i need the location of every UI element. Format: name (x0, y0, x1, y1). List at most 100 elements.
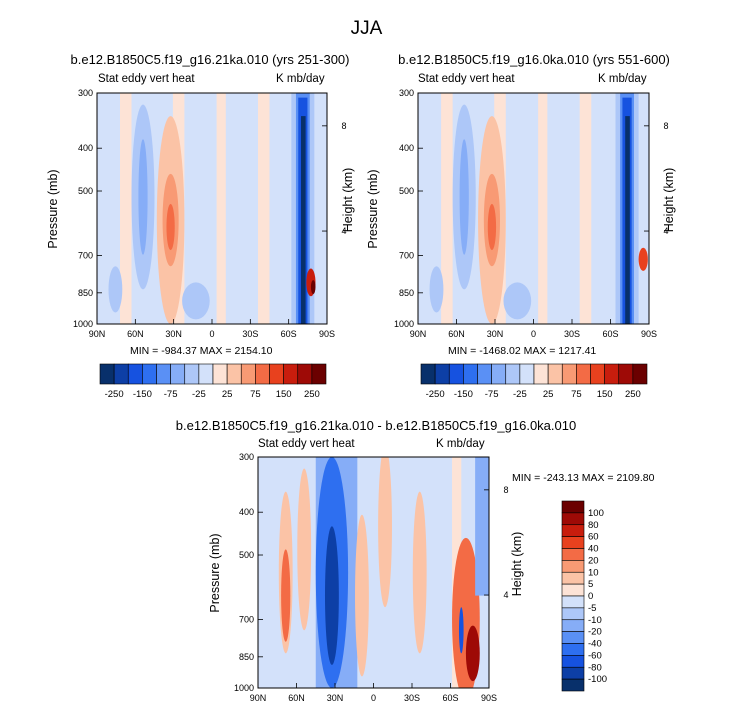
colorbar-box (255, 363, 270, 385)
colorbar-label: 60 (588, 532, 599, 543)
colorbar-label: -5 (588, 603, 596, 614)
neg-patch (108, 266, 123, 313)
x-tick-label: 60N (288, 693, 305, 703)
colorbar-label: -60 (588, 650, 602, 661)
colorbar-label: -250 (105, 389, 124, 400)
x-tick-label: 90N (410, 329, 427, 339)
y-tick-label: 1000 (394, 319, 414, 329)
field (258, 457, 489, 688)
colorbar-box (519, 363, 535, 385)
colorbar-box (240, 363, 256, 385)
plot-frame (257, 456, 490, 689)
panel-3-ylabel: Pressure (mb) (208, 533, 222, 613)
panel-1-colorbar: -250 -150 -75 -25 25 75 150 250 (99, 363, 327, 400)
colorbar-box (561, 536, 585, 549)
colorbar-box (297, 363, 313, 385)
y-tick-label: 700 (399, 251, 414, 261)
pos-surface-max (310, 280, 316, 294)
colorbar-box (283, 363, 299, 385)
colorbar-label: -150 (454, 389, 473, 400)
pale-positive-band (441, 93, 453, 324)
colorbar-label: 250 (625, 389, 641, 400)
figure-title: JJA (350, 18, 383, 39)
field (418, 93, 649, 324)
panel-2-min-max: MIN = -1468.02 MAX = 1217.41 (448, 345, 597, 357)
x-tick-label: 30N (327, 693, 344, 703)
y2-tick-label: 4 (341, 226, 346, 236)
colorbar-box (491, 363, 507, 385)
colorbar-label: -40 (588, 639, 602, 650)
colorbar-label: 25 (222, 389, 233, 400)
y-tick-label: 500 (399, 186, 414, 196)
colorbar-label: 250 (304, 389, 320, 400)
colorbar-box (226, 363, 242, 385)
colorbar-label: 0 (588, 591, 593, 602)
colorbar-label: 150 (276, 389, 292, 400)
colorbar-box (156, 363, 171, 385)
colorbar-box (561, 595, 585, 609)
colorbar-box (561, 512, 585, 526)
panel-2-ylabel: Pressure (mb) (366, 169, 380, 249)
neg-patch (503, 282, 532, 320)
x-tick-label: 90S (481, 693, 497, 703)
colorbar-box (142, 363, 157, 385)
colorbar-label: -20 (588, 627, 602, 638)
pos-band (355, 514, 369, 677)
y-tick-label: 700 (78, 251, 93, 261)
colorbar-box (448, 363, 464, 385)
y-tick-label: 1000 (234, 683, 254, 693)
x-tick-label: 30N (487, 329, 504, 339)
x-tick-label: 60S (281, 329, 297, 339)
colorbar-label: 150 (597, 389, 613, 400)
colorbar-label: -150 (133, 389, 152, 400)
colorbar-label: 75 (571, 389, 582, 400)
colorbar-box (561, 666, 585, 680)
panel-1-left-string: Stat eddy vert heat (98, 73, 195, 85)
neg-streak (458, 607, 464, 654)
neg-core (459, 139, 469, 255)
x-tick-label: 90S (641, 329, 657, 339)
x-tick-label: 30S (242, 329, 258, 339)
colorbar-box (561, 643, 585, 656)
colorbar-box (311, 363, 327, 385)
x-tick-label: 30N (165, 329, 182, 339)
y2-tick-label: 4 (663, 226, 668, 236)
y2-tick-label: 8 (503, 485, 508, 495)
colorbar-box (604, 363, 620, 385)
colorbar-box (561, 500, 585, 514)
colorbar-label: -25 (513, 389, 527, 400)
pos-core (166, 203, 175, 251)
pos-band (297, 468, 312, 631)
y-tick-label: 300 (78, 88, 93, 98)
colorbar-box (561, 363, 577, 385)
background-field (258, 457, 489, 688)
x-tick-label: 30S (404, 693, 420, 703)
colorbar-box (434, 363, 450, 385)
colorbar-label: -25 (192, 389, 206, 400)
x-tick-label: 0 (209, 329, 214, 339)
pos-surface-max (638, 247, 648, 271)
colorbar-label: -80 (588, 662, 602, 673)
y-tick-label: 850 (78, 288, 93, 298)
colorbar-box (184, 363, 200, 385)
panel-1-plot: 90N 60N 30N 0 30S 60S 90S 300 400 500 700 850 1000 8 4 (73, 88, 347, 339)
panel-3-plot: 90N 60N 30N 0 30S 60S 90S 300 400 500 700 850 1000 8 4 (234, 452, 509, 703)
colorbar-box (561, 678, 585, 692)
colorbar-box (561, 548, 585, 561)
colorbar-box (170, 363, 186, 385)
pale-positive-band (258, 93, 270, 324)
colorbar-label: -75 (485, 389, 499, 400)
colorbar-label: 25 (543, 389, 554, 400)
colorbar-box (127, 363, 143, 385)
pale-positive-band (579, 93, 592, 324)
colorbar-label: -10 (588, 615, 602, 626)
colorbar-box (477, 363, 492, 385)
colorbar-label: 20 (588, 555, 599, 566)
y-tick-label: 850 (239, 652, 254, 662)
colorbar-box (561, 560, 585, 573)
field (97, 93, 327, 324)
y2-tick-label: 8 (341, 121, 346, 131)
pale-positive-band (120, 93, 132, 324)
colorbar-box (198, 363, 214, 385)
